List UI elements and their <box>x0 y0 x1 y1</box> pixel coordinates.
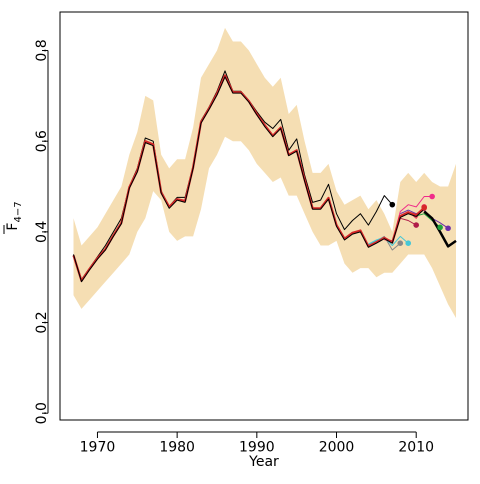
plot-frame <box>59 11 469 421</box>
series-endpoint-7 <box>445 225 451 232</box>
x-tick-label: 1970 <box>80 440 116 456</box>
y-tick-label: 0.0 <box>34 402 50 424</box>
series-endpoint-9 <box>421 205 427 211</box>
y-axis-label-subscript: 4−7 <box>13 201 24 222</box>
svg-text:F4−7: F4−7 <box>5 201 24 230</box>
series-endpoint-6 <box>429 193 435 200</box>
x-tick-label: 2000 <box>319 440 355 456</box>
y-axis: 0.0 0.2 0.4 0.6 0.8 <box>34 39 50 424</box>
series-endpoint-3 <box>405 240 412 246</box>
marker-layer <box>389 193 451 246</box>
y-axis-label: F4−7 <box>3 201 24 234</box>
series-layer <box>72 70 457 283</box>
uncertainty-band <box>73 27 456 319</box>
series-endpoint-2 <box>397 240 404 246</box>
y-tick-label: 0.6 <box>34 130 50 152</box>
series-endpoint-4 <box>413 222 420 228</box>
y-tick-label: 0.8 <box>34 39 50 61</box>
y-tick-label: 0.2 <box>34 311 50 333</box>
confidence-band-layer <box>73 27 456 319</box>
series-endpoint-1 <box>389 201 396 208</box>
y-tick-label: 0.4 <box>34 221 50 243</box>
x-axis: 1970 1980 1990 2000 2010 <box>80 431 434 456</box>
series-line-11 <box>423 210 457 248</box>
x-axis-label: Year <box>248 454 279 470</box>
x-tick-label: 1990 <box>239 440 275 456</box>
series-endpoint-8 <box>437 224 443 231</box>
series-line-10 <box>73 76 425 283</box>
x-tick-label: 2010 <box>398 440 434 456</box>
y-axis-label-main: F <box>5 223 21 231</box>
x-tick-label: 1980 <box>159 440 195 456</box>
series-line-2 <box>368 235 401 251</box>
